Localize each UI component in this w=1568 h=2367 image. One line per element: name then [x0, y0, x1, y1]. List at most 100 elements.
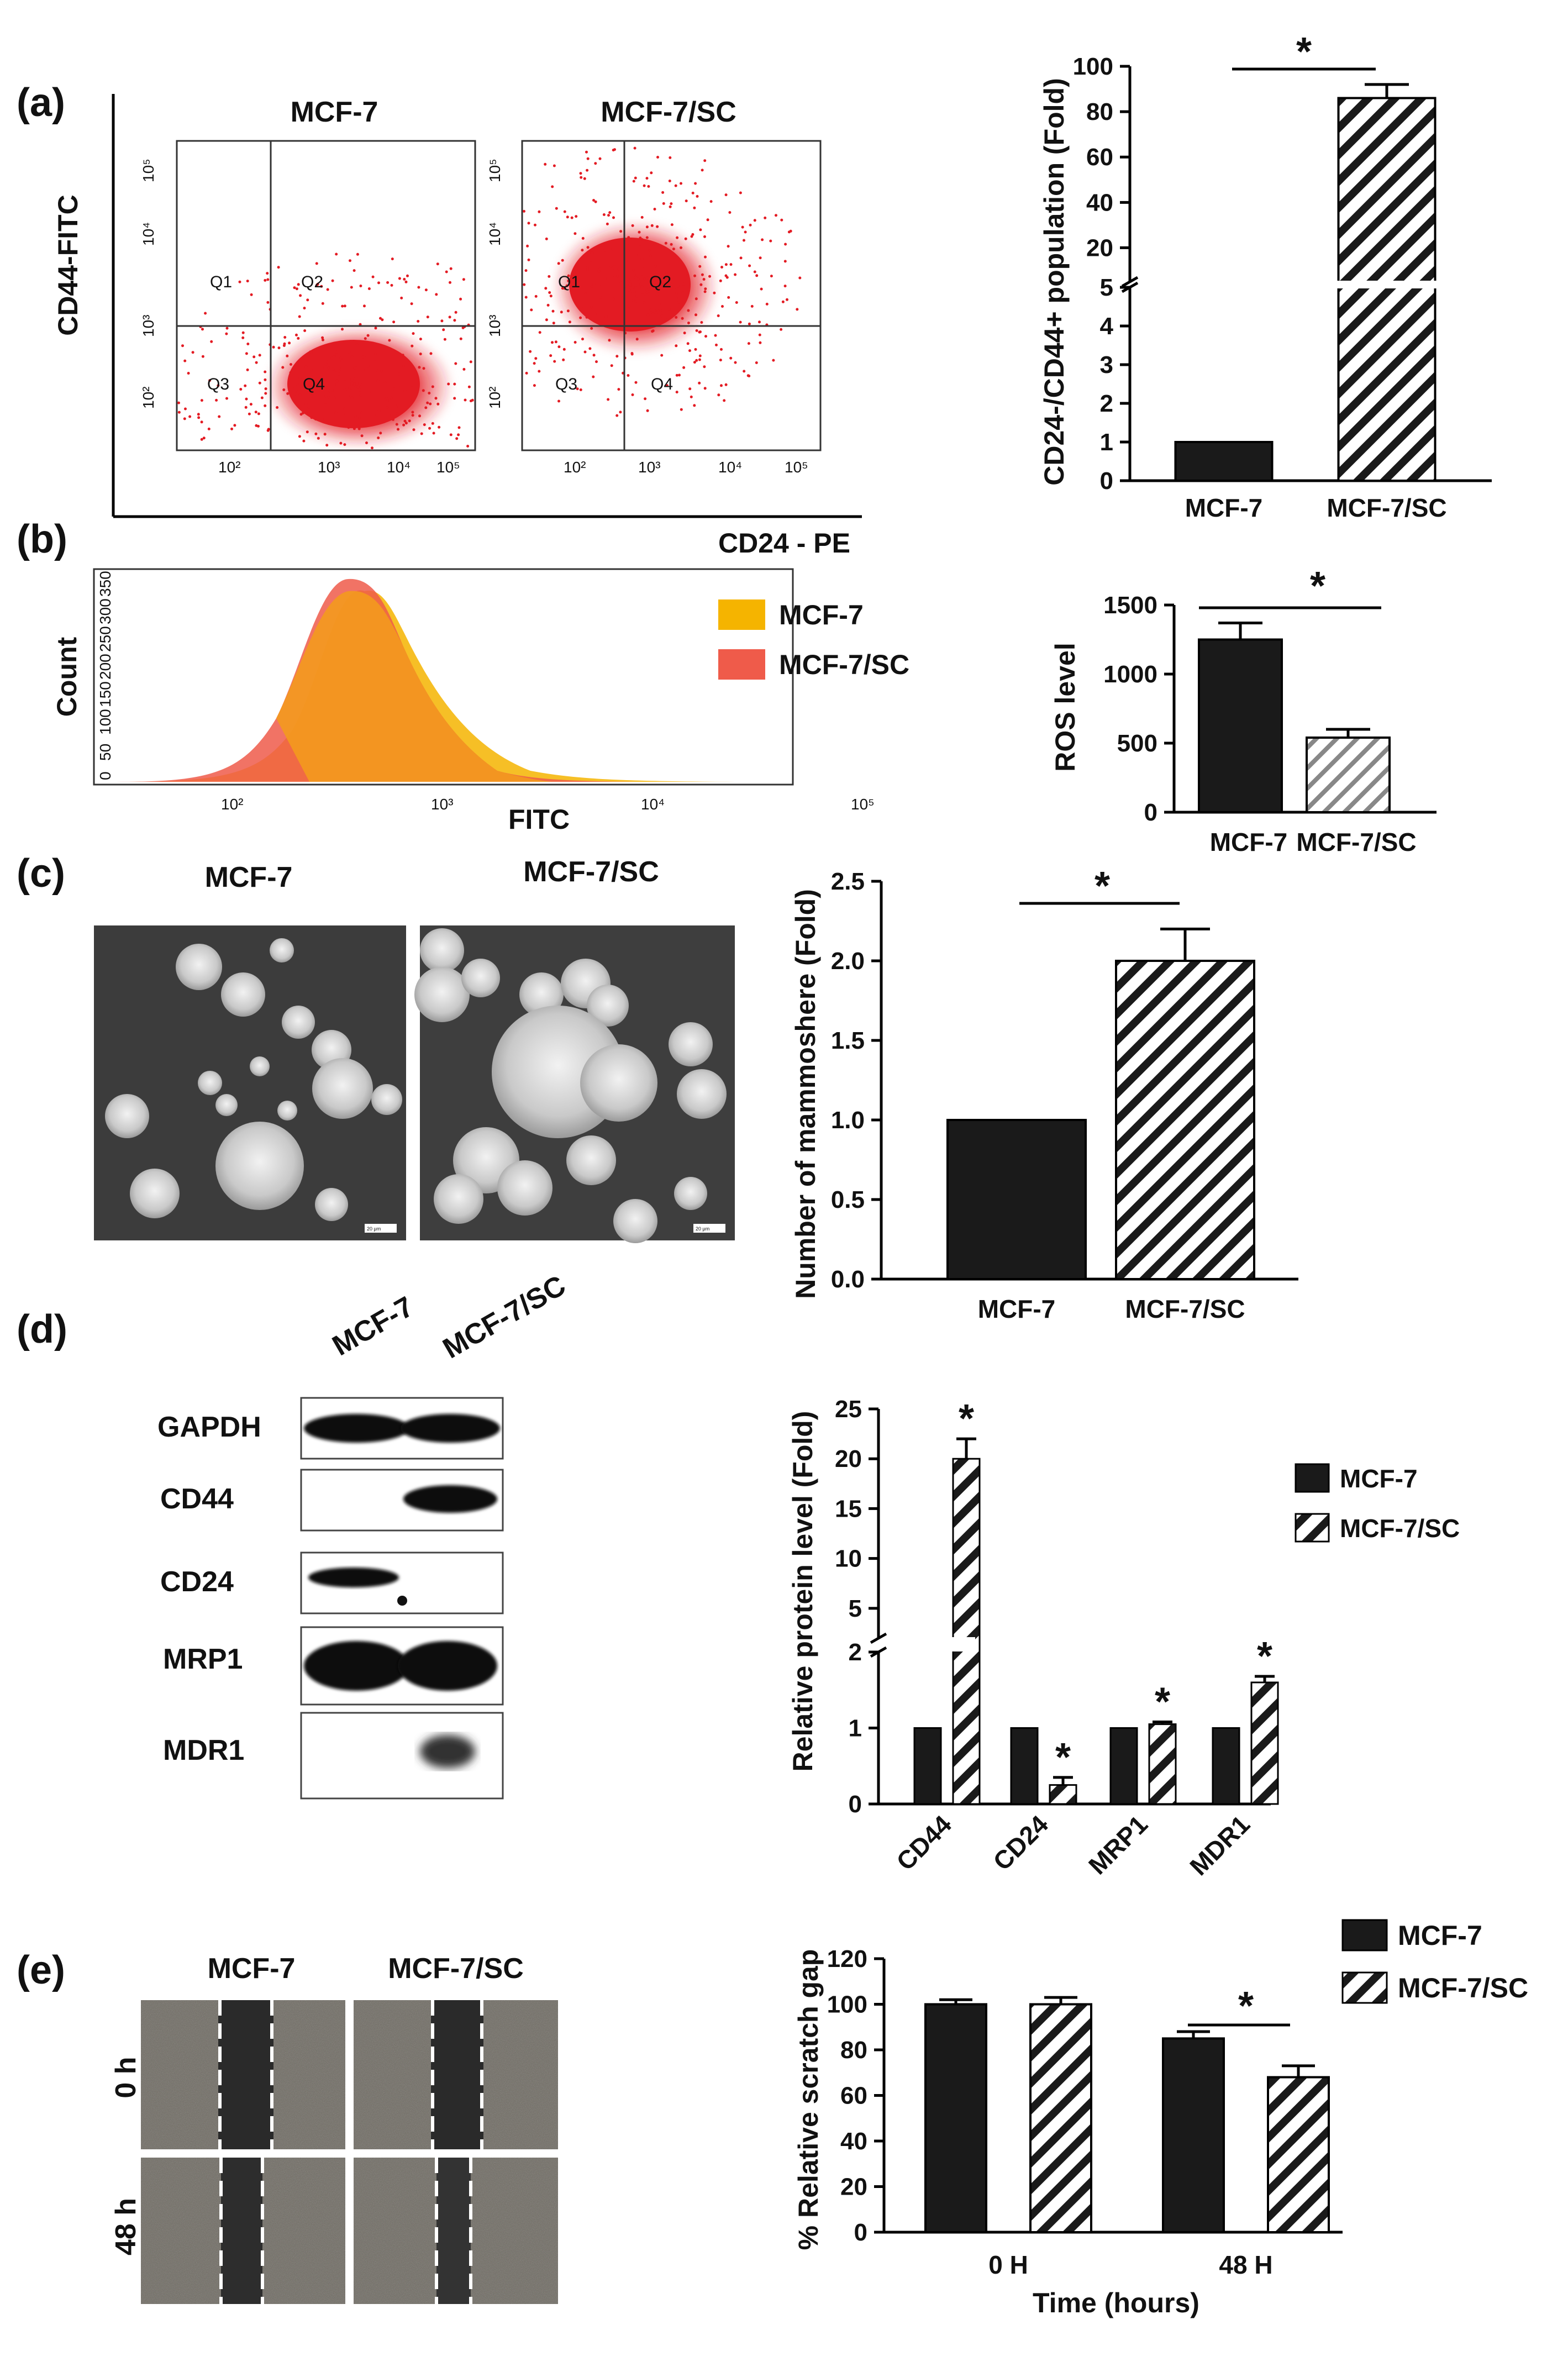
scatter-dot: [538, 331, 541, 334]
scatter-dot: [734, 273, 737, 276]
scatter-dot: [617, 267, 620, 271]
scatter-dot: [698, 381, 701, 385]
scatter-dot: [760, 287, 763, 291]
scatter-dot: [686, 274, 690, 277]
scatter-dot: [347, 389, 350, 392]
scatter-sparse-mcf7: [177, 253, 474, 450]
chart-b-ros: 0 500 1000 1500 ROS level MCF-7 MCF-7/SC *: [1050, 564, 1437, 856]
scatter-dot: [249, 403, 252, 406]
scatter-dot: [264, 370, 267, 374]
scatter-dot: [467, 385, 471, 388]
scatter-dot: [359, 393, 362, 397]
scatter-dot: [729, 263, 733, 266]
y-tick-label: 1500: [1103, 592, 1157, 619]
significance-star: *: [1095, 864, 1110, 908]
scatter-dot: [388, 399, 392, 402]
scatter-dot: [257, 412, 260, 415]
scatter-dot: [630, 353, 634, 356]
blot-label-gapdh: GAPDH: [157, 1411, 261, 1443]
scatter-dot: [643, 184, 646, 187]
scatter-dot: [704, 255, 707, 259]
scatter-dot: [529, 350, 532, 353]
mammosphere: [566, 1135, 616, 1185]
scatter-dot: [304, 365, 308, 369]
scatter-dot: [668, 281, 671, 284]
scatter-dot: [592, 199, 595, 202]
scatter-dot: [449, 433, 452, 436]
scatter-dot: [411, 344, 414, 348]
scatter-dot: [403, 277, 406, 281]
quadrant-q1-mcf7sc: Q1: [558, 273, 580, 291]
scatter-dot: [396, 403, 399, 406]
scatter-dot: [724, 383, 728, 386]
scatter-dot: [619, 411, 622, 414]
scatter-dot: [347, 426, 350, 429]
scatter-dot: [350, 286, 353, 289]
panel-label-a: (a): [17, 81, 65, 125]
scatter-dot: [635, 294, 638, 298]
scatter-dot: [334, 411, 338, 414]
scale-bar-label-mcf7sc: 20 μm: [696, 1226, 709, 1232]
scatter-dot: [445, 270, 448, 273]
scatter-dot: [336, 402, 339, 405]
scatter-dot: [320, 418, 324, 421]
scatter-dot: [544, 287, 548, 290]
mammosphere: [176, 944, 222, 990]
scatter-dot: [371, 446, 373, 450]
scatter-dot: [367, 365, 370, 368]
scatter-dot: [675, 296, 678, 299]
flow1-ytick-4: 10⁵: [140, 159, 157, 182]
scatter-dot: [350, 382, 354, 385]
scatter-dot: [360, 434, 364, 438]
scatter-dot: [525, 371, 528, 375]
scatter-dot: [665, 272, 669, 275]
scatter-dot: [254, 411, 257, 414]
scatter-dot: [709, 200, 713, 203]
scatter-dot: [672, 248, 675, 251]
scatter-dot: [610, 364, 613, 367]
scatter-dot: [339, 441, 343, 445]
scatter-dot: [218, 415, 221, 418]
scatter-dot: [720, 348, 723, 351]
scatter-dot: [244, 406, 248, 409]
scatter-dot: [255, 361, 258, 364]
scatter-dot: [408, 419, 411, 423]
panel-label-d: (d): [17, 1307, 67, 1351]
scatter-dot: [371, 275, 375, 278]
scatter-dot: [328, 390, 332, 393]
scatter-dot: [680, 182, 682, 185]
scatter-dot: [635, 299, 638, 303]
scatter-dot: [713, 291, 716, 294]
scatter-dot: [264, 392, 267, 395]
scatter-dot: [675, 374, 678, 377]
scatter-dot: [670, 202, 673, 206]
scatter-dot: [264, 378, 267, 381]
scatter-dot: [296, 377, 298, 380]
scatter-dot: [682, 282, 685, 286]
legend-label-mcf7sc: MCF-7/SC: [779, 649, 909, 680]
y-tick-label: 80: [840, 2037, 867, 2064]
scatter-dot: [426, 315, 429, 319]
scatter-dot: [676, 236, 679, 239]
scatter-dot: [632, 269, 635, 272]
scatter-dot: [643, 301, 646, 304]
x-axis-label: Time (hours): [1033, 2287, 1199, 2318]
scatter-dot: [607, 214, 610, 217]
scatter-dot: [640, 275, 643, 278]
scatter-dot: [724, 193, 728, 197]
scatter-dot: [358, 376, 361, 379]
scatter-dot: [200, 438, 203, 441]
scatter-dot: [358, 417, 361, 420]
y-tick-label: 500: [1117, 730, 1157, 757]
hist-ytick-150: 150: [97, 681, 114, 707]
scatter-dot: [630, 278, 633, 281]
scatter-dot: [611, 248, 614, 251]
band-cd44-mcf7sc: [403, 1485, 497, 1513]
scatter-dot: [698, 354, 702, 357]
scatter-dot: [267, 428, 270, 431]
scatter-dot: [208, 379, 212, 382]
scatter-dot: [702, 278, 706, 281]
scatter-dot: [343, 304, 346, 308]
scatter-dot: [581, 338, 584, 341]
